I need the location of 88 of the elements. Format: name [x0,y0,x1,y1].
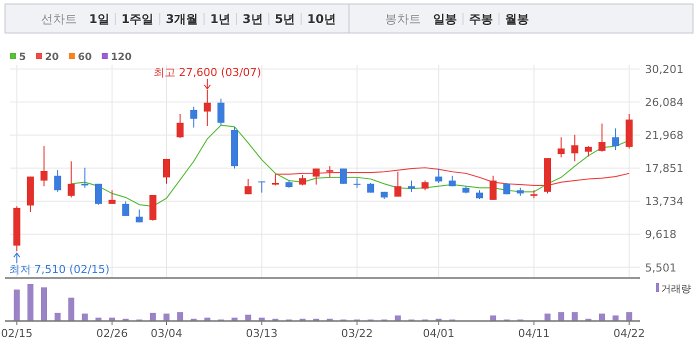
x-tick-label: 04/22 [613,327,646,340]
bar [394,315,401,321]
bar [41,287,48,321]
candlestick [81,167,88,188]
candlestick [490,175,497,200]
y-tick-label: 9,618 [645,228,676,242]
legend-label: 120 [110,52,132,63]
candlestick [136,208,143,223]
text: 일봉 [433,12,457,26]
text: 3개월 [166,12,198,26]
candlestick [312,168,320,186]
y-tick-label: 21,968 [645,129,684,142]
bar [258,318,265,321]
bar [95,318,102,321]
x-tick-label: 04/11 [518,327,550,340]
candlestick [326,166,334,178]
candlestick [94,183,102,206]
bar [558,312,564,321]
candlestick [54,170,62,192]
candlestick [612,128,620,151]
bar [612,315,619,321]
x-tick-label: 02/26 [96,327,128,340]
annotation: 최저 7,510 (02/15) [8,263,110,276]
candlestick [422,180,429,191]
bar [27,284,34,321]
legend-label: 거래량 [661,284,691,295]
x-tick-label: 04/01 [422,327,455,340]
candlestick [163,158,170,184]
annotation: 최고 27,600 (03/07) [153,66,262,79]
bar [109,318,116,321]
legend-label: 5 [19,52,26,63]
bar [232,318,238,321]
candlestick [394,171,402,198]
bar [572,312,578,321]
y-tick-label: 30,201 [645,63,684,76]
bar [490,315,496,321]
text: 1년 [210,12,230,26]
x-tick-label: 02/15 [0,327,33,340]
candlestick [217,98,224,126]
bar [598,314,605,321]
bar [14,290,20,321]
text: 월봉 [505,12,529,26]
candlestick [40,146,48,187]
candlestick [122,200,130,216]
y-tick-label: 17,851 [645,162,684,176]
candlestick [340,168,347,184]
text: 봉차트 [385,12,421,26]
candlestick [68,160,75,198]
y-tick-label: 13,734 [645,195,684,208]
candlestick [558,136,565,158]
candlestick [299,174,306,186]
text: 10년 [307,12,336,26]
candlestick [571,134,578,162]
text: 3년 [242,12,263,26]
bar [82,314,88,321]
candlestick [598,123,606,152]
bar [245,314,252,321]
bar [54,312,61,321]
x-tick-label: 03/22 [341,327,373,340]
text: 주봉 [469,12,493,26]
legend-label: 20 [44,52,59,63]
candlestick [272,174,279,186]
candlestick [190,106,198,128]
y-tick-label: 5,501 [645,261,676,274]
bar [177,312,184,321]
candlestick [435,168,442,184]
candlestick [584,146,592,158]
bar [68,298,74,321]
candlestick [408,180,415,192]
bar [150,312,156,321]
candlestick [204,89,211,127]
legend-label: 60 [78,52,92,63]
bar [164,314,170,321]
bar [626,312,632,321]
candlestick [244,178,252,195]
candlestick [354,178,361,188]
y-tick-label: 26,084 [645,96,684,110]
bar [544,314,551,321]
candlestick [108,190,116,204]
x-tick-label: 03/04 [150,327,182,340]
text: 선차트 [41,12,77,26]
candlestick [258,180,266,194]
text: 1주일 [121,12,154,26]
text: 1일 [89,12,110,26]
candlestick [176,113,184,139]
bar [204,318,210,321]
x-tick-label: 03/13 [246,327,278,340]
text: 5년 [274,12,296,26]
